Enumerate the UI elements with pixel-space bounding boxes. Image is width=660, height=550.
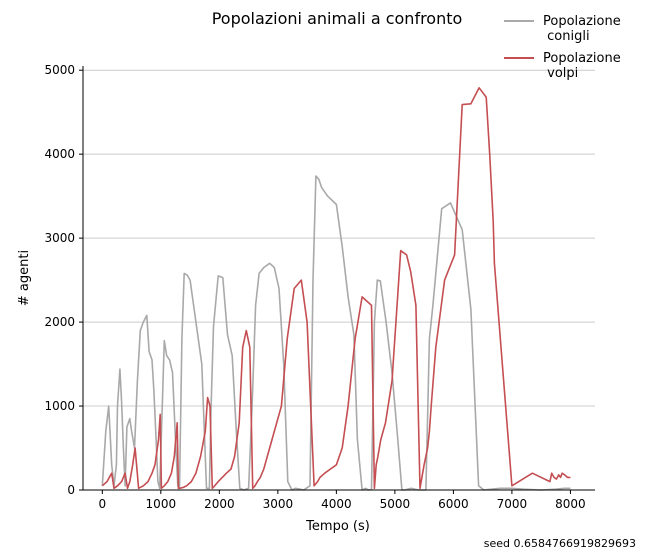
- x-tick-label-1: 1000: [146, 497, 177, 511]
- x-tick-label-8: 8000: [555, 497, 586, 511]
- x-tick-label-2: 2000: [204, 497, 235, 511]
- y-tick-label-4: 4000: [44, 147, 75, 161]
- x-tick-label-5: 5000: [380, 497, 411, 511]
- seed-footer: seed 0.6584766919829693: [484, 537, 636, 550]
- x-tick-label-4: 4000: [321, 497, 352, 511]
- x-tick-label-7: 7000: [497, 497, 528, 511]
- y-tick-label-0: 0: [67, 483, 75, 497]
- series-line-0: [101, 175, 571, 491]
- x-axis-ticks: 0 1000 2000 3000 4000 5000 6000 7000 8000: [98, 490, 586, 511]
- y-tick-label-5: 5000: [44, 63, 75, 77]
- legend-label-1: Popolazione volpi: [543, 51, 621, 81]
- x-axis-label: Tempo (s): [305, 519, 370, 534]
- y-tick-label-1: 1000: [44, 399, 75, 413]
- y-tick-label-3: 3000: [44, 231, 75, 245]
- x-tick-label-0: 0: [98, 497, 106, 511]
- y-axis-label: # agenti: [17, 250, 32, 306]
- chart-title: Popolazioni animali a confronto: [212, 9, 463, 28]
- gridlines: [83, 69, 595, 407]
- y-tick-label-2: 2000: [44, 315, 75, 329]
- series-line-1: [101, 87, 571, 490]
- series-lines: [101, 87, 571, 491]
- legend-label-0: Popolazione conigli: [543, 14, 621, 44]
- y-axis-ticks: 0 1000 2000 3000 4000 5000: [44, 63, 83, 497]
- legend: Popolazione conigli Popolazione volpi: [504, 14, 621, 81]
- x-tick-label-6: 6000: [438, 497, 469, 511]
- x-tick-label-3: 3000: [263, 497, 294, 511]
